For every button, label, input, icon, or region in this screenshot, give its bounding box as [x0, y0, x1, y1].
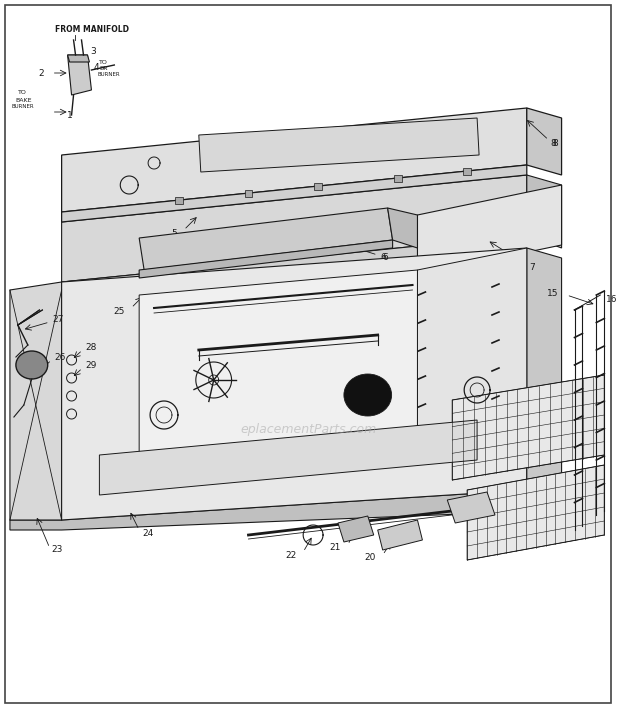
Polygon shape	[388, 208, 417, 248]
Polygon shape	[338, 516, 374, 542]
Polygon shape	[452, 375, 604, 480]
Text: 3: 3	[91, 47, 96, 57]
Text: 14: 14	[535, 413, 547, 423]
Text: 7: 7	[529, 263, 534, 273]
Text: BR: BR	[99, 67, 108, 72]
Text: BURNER: BURNER	[97, 72, 120, 77]
Text: 18: 18	[517, 498, 529, 508]
Polygon shape	[99, 420, 477, 495]
Text: 6: 6	[381, 253, 386, 263]
Polygon shape	[175, 197, 183, 204]
Text: 23: 23	[51, 545, 63, 554]
Polygon shape	[378, 520, 422, 550]
Text: 20: 20	[365, 554, 376, 562]
Polygon shape	[61, 165, 527, 222]
Text: 1: 1	[66, 111, 73, 120]
Ellipse shape	[344, 374, 392, 416]
Text: 2: 2	[38, 69, 44, 77]
Text: 8: 8	[552, 139, 559, 149]
Text: 4: 4	[94, 64, 99, 72]
Text: 7: 7	[529, 263, 534, 273]
Polygon shape	[10, 490, 562, 530]
Polygon shape	[394, 175, 402, 182]
Text: TO: TO	[18, 91, 27, 96]
Text: 5: 5	[171, 229, 177, 237]
Polygon shape	[417, 248, 527, 460]
Polygon shape	[527, 175, 562, 248]
Polygon shape	[447, 492, 495, 523]
Text: FROM MANIFOLD: FROM MANIFOLD	[55, 25, 129, 35]
Text: 26: 26	[55, 353, 66, 362]
Text: 21: 21	[330, 544, 341, 552]
Text: 19: 19	[482, 515, 494, 525]
Text: 22: 22	[285, 551, 296, 559]
Polygon shape	[417, 185, 562, 275]
Polygon shape	[10, 282, 61, 520]
Polygon shape	[467, 465, 604, 560]
Polygon shape	[139, 270, 417, 480]
Polygon shape	[68, 55, 91, 95]
Text: 25: 25	[113, 307, 124, 316]
Polygon shape	[61, 175, 527, 282]
Text: 15: 15	[547, 288, 559, 297]
Polygon shape	[139, 208, 392, 270]
Polygon shape	[527, 108, 562, 175]
Polygon shape	[314, 183, 322, 190]
Text: 8: 8	[551, 139, 556, 147]
Text: eplacementParts.com: eplacementParts.com	[240, 423, 376, 437]
Text: 30: 30	[293, 324, 304, 333]
Polygon shape	[61, 108, 527, 212]
Text: 27: 27	[53, 316, 64, 324]
Text: 12: 12	[475, 489, 487, 498]
Polygon shape	[527, 248, 562, 500]
Text: BAKE: BAKE	[15, 98, 32, 103]
Text: 9: 9	[141, 435, 147, 445]
Polygon shape	[139, 240, 392, 278]
Text: TO: TO	[99, 60, 108, 66]
Ellipse shape	[16, 351, 48, 379]
Text: 11: 11	[459, 433, 471, 442]
Text: BURNER: BURNER	[12, 105, 35, 110]
Text: 6: 6	[383, 253, 388, 263]
Text: 17: 17	[517, 423, 529, 433]
Text: 28: 28	[86, 343, 97, 353]
Polygon shape	[463, 168, 471, 175]
Polygon shape	[244, 190, 252, 197]
Text: 24: 24	[142, 528, 153, 537]
Text: 16: 16	[606, 295, 618, 304]
Text: 10: 10	[415, 418, 427, 428]
Polygon shape	[61, 235, 527, 295]
Text: 29: 29	[86, 362, 97, 370]
Polygon shape	[199, 118, 479, 172]
Polygon shape	[61, 248, 527, 520]
Polygon shape	[68, 55, 89, 62]
Text: 13: 13	[499, 503, 510, 513]
